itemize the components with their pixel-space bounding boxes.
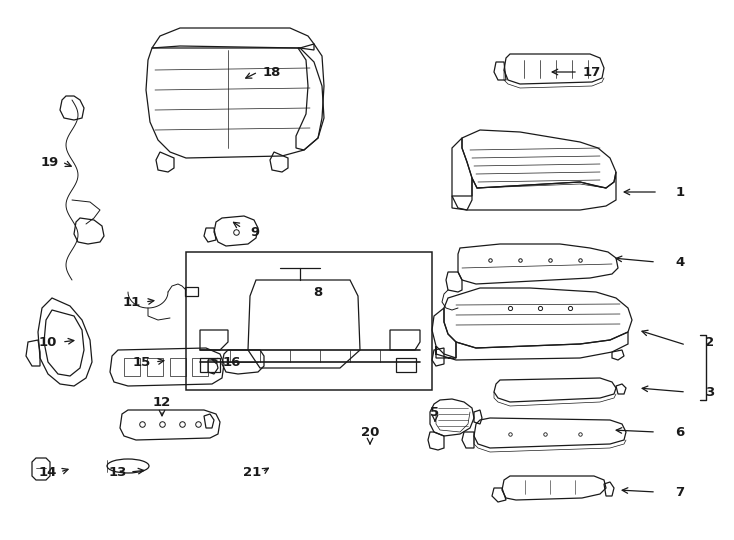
Text: 15: 15 (133, 355, 151, 368)
Text: 5: 5 (430, 406, 440, 419)
Text: 16: 16 (223, 355, 241, 368)
Text: 18: 18 (263, 65, 281, 78)
Text: 4: 4 (675, 255, 685, 268)
Text: 11: 11 (123, 295, 141, 308)
Text: 8: 8 (313, 286, 323, 299)
Text: 9: 9 (250, 226, 260, 239)
Text: 10: 10 (39, 335, 57, 348)
Text: 17: 17 (583, 65, 601, 78)
Text: 21: 21 (243, 465, 261, 478)
Text: 20: 20 (361, 426, 379, 438)
Text: 12: 12 (153, 395, 171, 408)
Text: 1: 1 (675, 186, 685, 199)
Text: 3: 3 (705, 386, 715, 399)
Text: 7: 7 (675, 485, 685, 498)
Text: 19: 19 (41, 156, 59, 168)
Text: 13: 13 (109, 465, 127, 478)
Text: 6: 6 (675, 426, 685, 438)
Text: 14: 14 (39, 465, 57, 478)
Text: 2: 2 (705, 335, 715, 348)
